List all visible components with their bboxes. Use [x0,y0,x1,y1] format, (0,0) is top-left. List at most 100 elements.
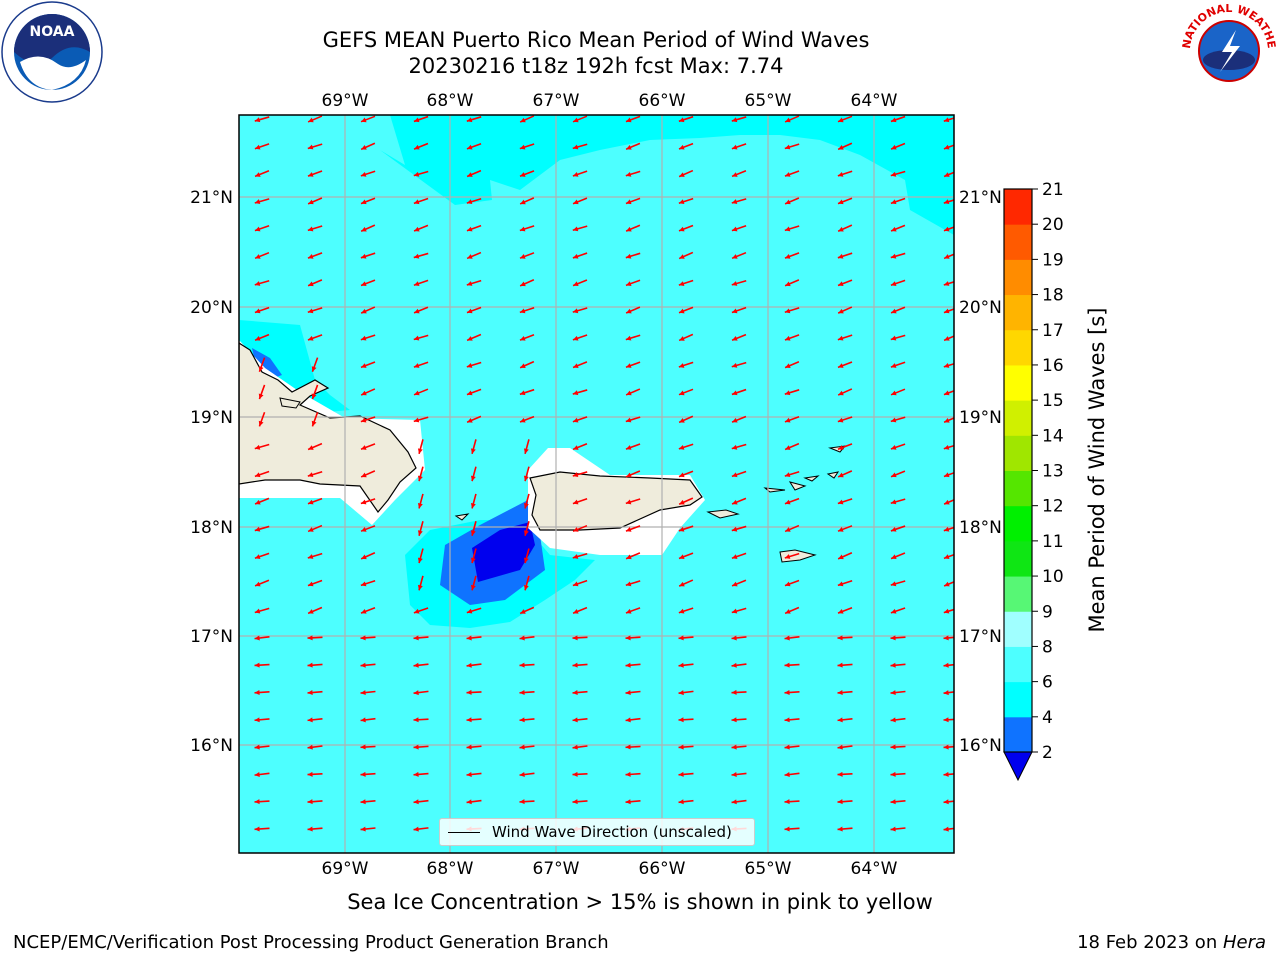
wind-wave-arrow [417,493,424,509]
wind-wave-arrow [943,444,954,450]
wind-wave-arrow [254,225,270,232]
wind-wave-arrow [360,416,376,423]
wind-wave-arrow [678,388,694,396]
wind-wave-arrow [470,521,477,536]
wind-wave-arrow [678,142,694,150]
colorbar-tick-label: 19 [1042,250,1064,270]
colorbar-tick-label: 16 [1042,356,1064,376]
wind-wave-arrow [837,717,853,723]
wind-wave-arrow [943,717,954,723]
wind-wave-arrow [943,608,954,614]
wind-wave-arrow [784,470,800,478]
wind-wave-arrow [731,361,747,368]
wind-wave-arrow [307,771,323,777]
wind-wave-arrow [625,306,641,314]
wind-wave-arrow [784,662,800,668]
wind-wave-arrow [413,826,429,832]
land-hispaniola-peninsula [279,397,301,409]
wind-wave-arrow [784,307,800,314]
map-area[interactable] [239,115,958,853]
wind-wave-arrow [890,826,906,832]
wind-wave-arrow [890,252,906,259]
colorbar-tick-label: 10 [1042,567,1064,587]
wind-wave-arrow [572,771,588,777]
wind-wave-arrow [519,143,535,150]
lat-label-right: 16°N [959,736,1002,756]
wind-wave-arrow [890,635,906,641]
wind-wave-arrow [466,607,482,614]
wind-wave-arrow [413,690,429,696]
wind-wave-arrow [625,334,641,341]
wind-wave-arrow [466,251,482,260]
wind-wave-arrow [413,416,429,423]
wind-wave-arrow [572,606,588,614]
wind-wave-arrow [360,306,376,314]
chart-title: GEFS MEAN Puerto Rico Mean Period of Win… [322,28,870,52]
wind-wave-arrow [572,389,588,396]
wind-wave-arrow [523,493,530,509]
wind-wave-arrow [360,224,376,232]
wind-wave-arrow [254,470,270,478]
wind-wave-arrow [890,361,906,368]
map-frame [238,114,955,854]
wind-wave-arrow [470,575,477,591]
lon-label-top: 67°W [533,91,580,111]
colorbar-segment [1004,364,1032,401]
wind-wave-arrow [625,470,641,478]
colorbar-segment [1004,611,1032,647]
wind-wave-arrow [572,361,588,369]
wind-wave-arrow [572,143,588,150]
wind-wave-arrow [943,526,954,532]
svg-text:NOAA: NOAA [30,24,75,40]
lat-label-left: 17°N [190,627,233,647]
wind-wave-arrow [784,772,800,777]
wind-wave-arrow [254,552,270,559]
wind-wave-arrow [360,252,376,259]
wind-wave-arrow [307,744,323,750]
wind-wave-arrow [519,115,535,123]
lon-label-bottom: 68°W [427,859,474,879]
wind-wave-arrow [890,607,906,614]
lon-labels-bottom: 69°W 68°W 67°W 66°W 65°W 64°W [322,859,898,879]
wind-wave-arrow [466,116,482,123]
wind-wave-arrow [258,411,266,427]
wind-wave-arrow [470,493,477,509]
wind-wave-arrow [890,580,906,587]
wind-wave-arrow [413,334,429,341]
wind-wave-arrow [307,524,323,533]
colorbar-tick-label: 12 [1042,497,1064,517]
colorbar-segment [1004,189,1032,225]
wind-wave-arrow [254,525,270,532]
wind-wave-arrow [360,635,376,641]
wind-wave-arrow [678,744,694,750]
wind-wave-arrow [519,689,535,695]
wind-wave-arrow [784,115,800,123]
colorbar-segment [1004,329,1032,366]
wind-wave-arrow [466,771,482,777]
wind-wave-arrow [731,333,747,341]
wind-wave-arrow [731,552,747,559]
land-st-croix [779,549,817,563]
wind-wave-arrow [731,443,747,450]
footer-date: 18 Feb 2023 on Hera [1077,932,1266,953]
wind-wave-arrow [360,443,376,451]
wind-wave-arrow [625,252,641,259]
colorbar-segment [1004,540,1032,577]
wind-wave-arrow [837,580,853,587]
wind-wave-arrow [311,384,319,400]
wind-wave-arrow [837,826,853,832]
wind-wave-arrow [360,606,376,614]
wind-wave-arrow [413,224,429,232]
wind-wave-arrow [413,279,429,286]
wind-wave-arrow [572,690,588,696]
wind-wave-arrow [731,170,747,178]
wind-wave-arrow [678,415,694,424]
wind-wave-arrow [784,442,800,451]
wind-wave-arrow [254,279,270,286]
wind-wave-arrow [466,169,482,178]
wind-wave-arrow [943,308,954,314]
wind-wave-arrow [678,470,694,478]
wind-wave-arrow [890,142,906,150]
colorbar-segment [1004,646,1032,683]
wind-wave-arrow [731,497,747,505]
